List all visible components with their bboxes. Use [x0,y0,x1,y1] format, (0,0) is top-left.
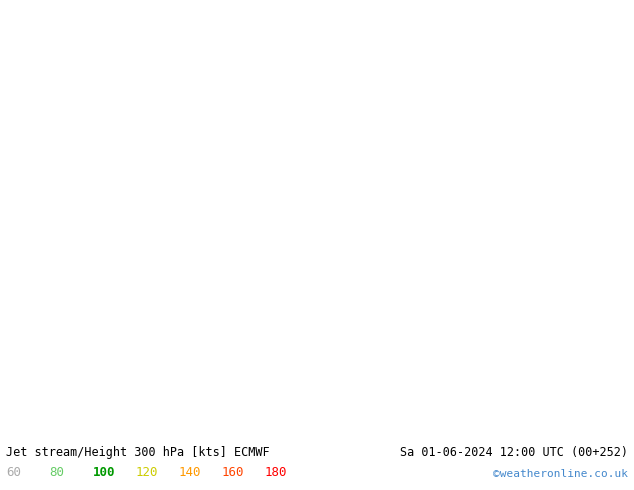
Text: ©weatheronline.co.uk: ©weatheronline.co.uk [493,469,628,479]
Text: 140: 140 [179,466,201,479]
Text: Sa 01-06-2024 12:00 UTC (00+252): Sa 01-06-2024 12:00 UTC (00+252) [399,446,628,459]
Text: 60: 60 [6,466,22,479]
Text: 100: 100 [93,466,115,479]
Text: Jet stream/Height 300 hPa [kts] ECMWF: Jet stream/Height 300 hPa [kts] ECMWF [6,446,270,459]
Text: 180: 180 [265,466,287,479]
Text: 160: 160 [222,466,244,479]
Text: 120: 120 [136,466,158,479]
Text: 80: 80 [49,466,65,479]
